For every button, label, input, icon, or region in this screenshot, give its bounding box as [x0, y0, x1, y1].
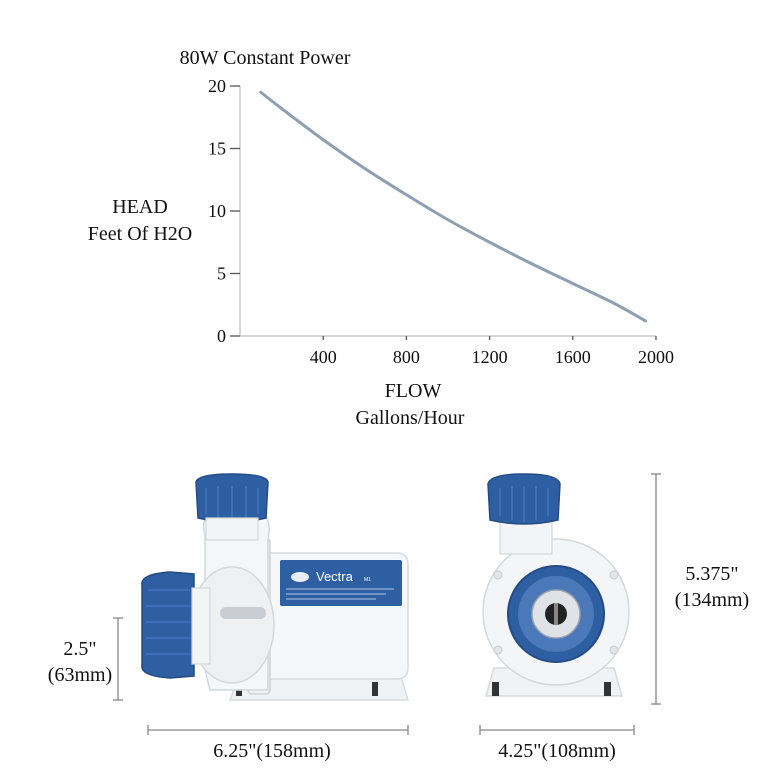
y-tick-label: 10 — [208, 201, 226, 221]
side-slot — [220, 607, 266, 619]
dim-side-width-label: 6.25"(158mm) — [213, 740, 331, 762]
front-foot-right — [604, 682, 611, 696]
side-inlet-cap — [141, 571, 195, 679]
dim-front-height-label-2: (134mm) — [675, 589, 749, 611]
product-logo-mark — [291, 572, 309, 582]
y-ticks: 0 5 10 15 20 — [208, 76, 240, 346]
side-outlet-cap-ridges — [205, 486, 259, 520]
y-tick-label: 15 — [208, 139, 226, 159]
flow-head-chart: 80W Constant Power HEAD Feet Of H2O FLOW… — [88, 47, 674, 429]
dim-front-height-label-1: 5.375" — [685, 563, 738, 585]
dimension-lines — [113, 473, 661, 735]
product-brand-label: Vectra — [316, 569, 354, 584]
front-screw-4 — [609, 645, 619, 655]
series-line — [259, 90, 648, 323]
side-inlet-cap-ridges — [146, 589, 192, 655]
x-axis-label-line2: Gallons/Hour — [356, 407, 465, 429]
dimension-labels: 2.5" (63mm) 6.25"(158mm) 4.25"(108mm) 5.… — [48, 563, 749, 762]
pump-front-view — [482, 473, 630, 697]
front-screw-2 — [609, 570, 619, 580]
y-axis-label-line1: HEAD — [112, 196, 168, 218]
series-points — [260, 92, 646, 322]
y-tick-label: 20 — [208, 76, 226, 96]
product-model-label: M1 — [364, 577, 371, 583]
front-screw-1 — [493, 570, 503, 580]
label-fine-print-3 — [286, 598, 376, 600]
x-tick-label: 2000 — [638, 347, 674, 367]
front-foot-left — [492, 682, 499, 696]
side-foot-right — [372, 682, 378, 696]
front-outlet-cap-ridges — [499, 486, 549, 522]
x-ticks: 400 800 1200 1600 2000 — [310, 336, 674, 367]
dim-side-height-label-1: 2.5" — [63, 638, 96, 660]
side-outlet-neck — [205, 517, 259, 541]
front-screw-3 — [493, 645, 503, 655]
y-axis-label-line2: Feet Of H2O — [88, 223, 192, 245]
y-tick-label: 0 — [217, 326, 226, 346]
side-inlet-neck — [191, 587, 211, 665]
front-impeller-shaft — [554, 603, 558, 625]
label-fine-print-2 — [286, 593, 386, 595]
label-fine-print-1 — [286, 588, 394, 590]
pump-side-view: Vectra M1 — [141, 473, 410, 701]
dim-side-height-label-2: (63mm) — [48, 664, 112, 686]
x-axis-label-line1: FLOW — [385, 380, 442, 402]
y-tick-label: 5 — [217, 264, 226, 284]
x-tick-label: 800 — [393, 347, 420, 367]
x-tick-label: 1200 — [472, 347, 508, 367]
x-tick-label: 1600 — [555, 347, 591, 367]
x-tick-label: 400 — [310, 347, 337, 367]
chart-title: 80W Constant Power — [180, 47, 351, 69]
dim-front-width-label: 4.25"(108mm) — [498, 740, 616, 762]
